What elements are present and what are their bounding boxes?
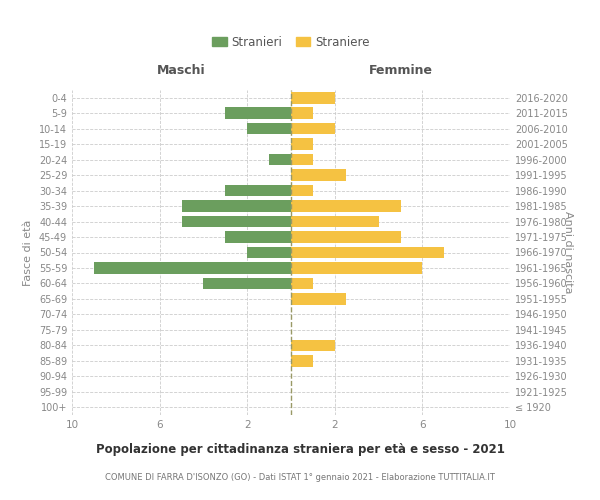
Text: Femmine: Femmine [368, 64, 433, 77]
Bar [94, 262, 291, 274]
Bar [291, 154, 313, 166]
Bar [226, 108, 291, 119]
Bar [291, 123, 335, 134]
Bar [226, 185, 291, 196]
Bar [203, 278, 291, 289]
Bar [291, 200, 401, 212]
Bar [291, 246, 444, 258]
Bar [291, 293, 346, 304]
Bar [291, 262, 422, 274]
Bar [291, 185, 313, 196]
Bar [291, 170, 346, 181]
Text: Popolazione per cittadinanza straniera per età e sesso - 2021: Popolazione per cittadinanza straniera p… [95, 442, 505, 456]
Bar [226, 231, 291, 243]
Text: Maschi: Maschi [157, 64, 206, 77]
Bar [291, 108, 313, 119]
Bar [247, 123, 291, 134]
Bar [291, 92, 335, 104]
Bar [291, 340, 335, 351]
Bar [269, 154, 291, 166]
Bar [291, 278, 313, 289]
Bar [291, 138, 313, 150]
Y-axis label: Fasce di età: Fasce di età [23, 220, 33, 286]
Bar [291, 355, 313, 366]
Bar [182, 200, 291, 212]
Y-axis label: Anni di nascita: Anni di nascita [563, 211, 573, 294]
Legend: Stranieri, Straniere: Stranieri, Straniere [208, 31, 374, 54]
Bar [182, 216, 291, 228]
Bar [247, 246, 291, 258]
Bar [291, 231, 401, 243]
Bar [291, 216, 379, 228]
Text: COMUNE DI FARRA D'ISONZO (GO) - Dati ISTAT 1° gennaio 2021 - Elaborazione TUTTIT: COMUNE DI FARRA D'ISONZO (GO) - Dati IST… [105, 472, 495, 482]
